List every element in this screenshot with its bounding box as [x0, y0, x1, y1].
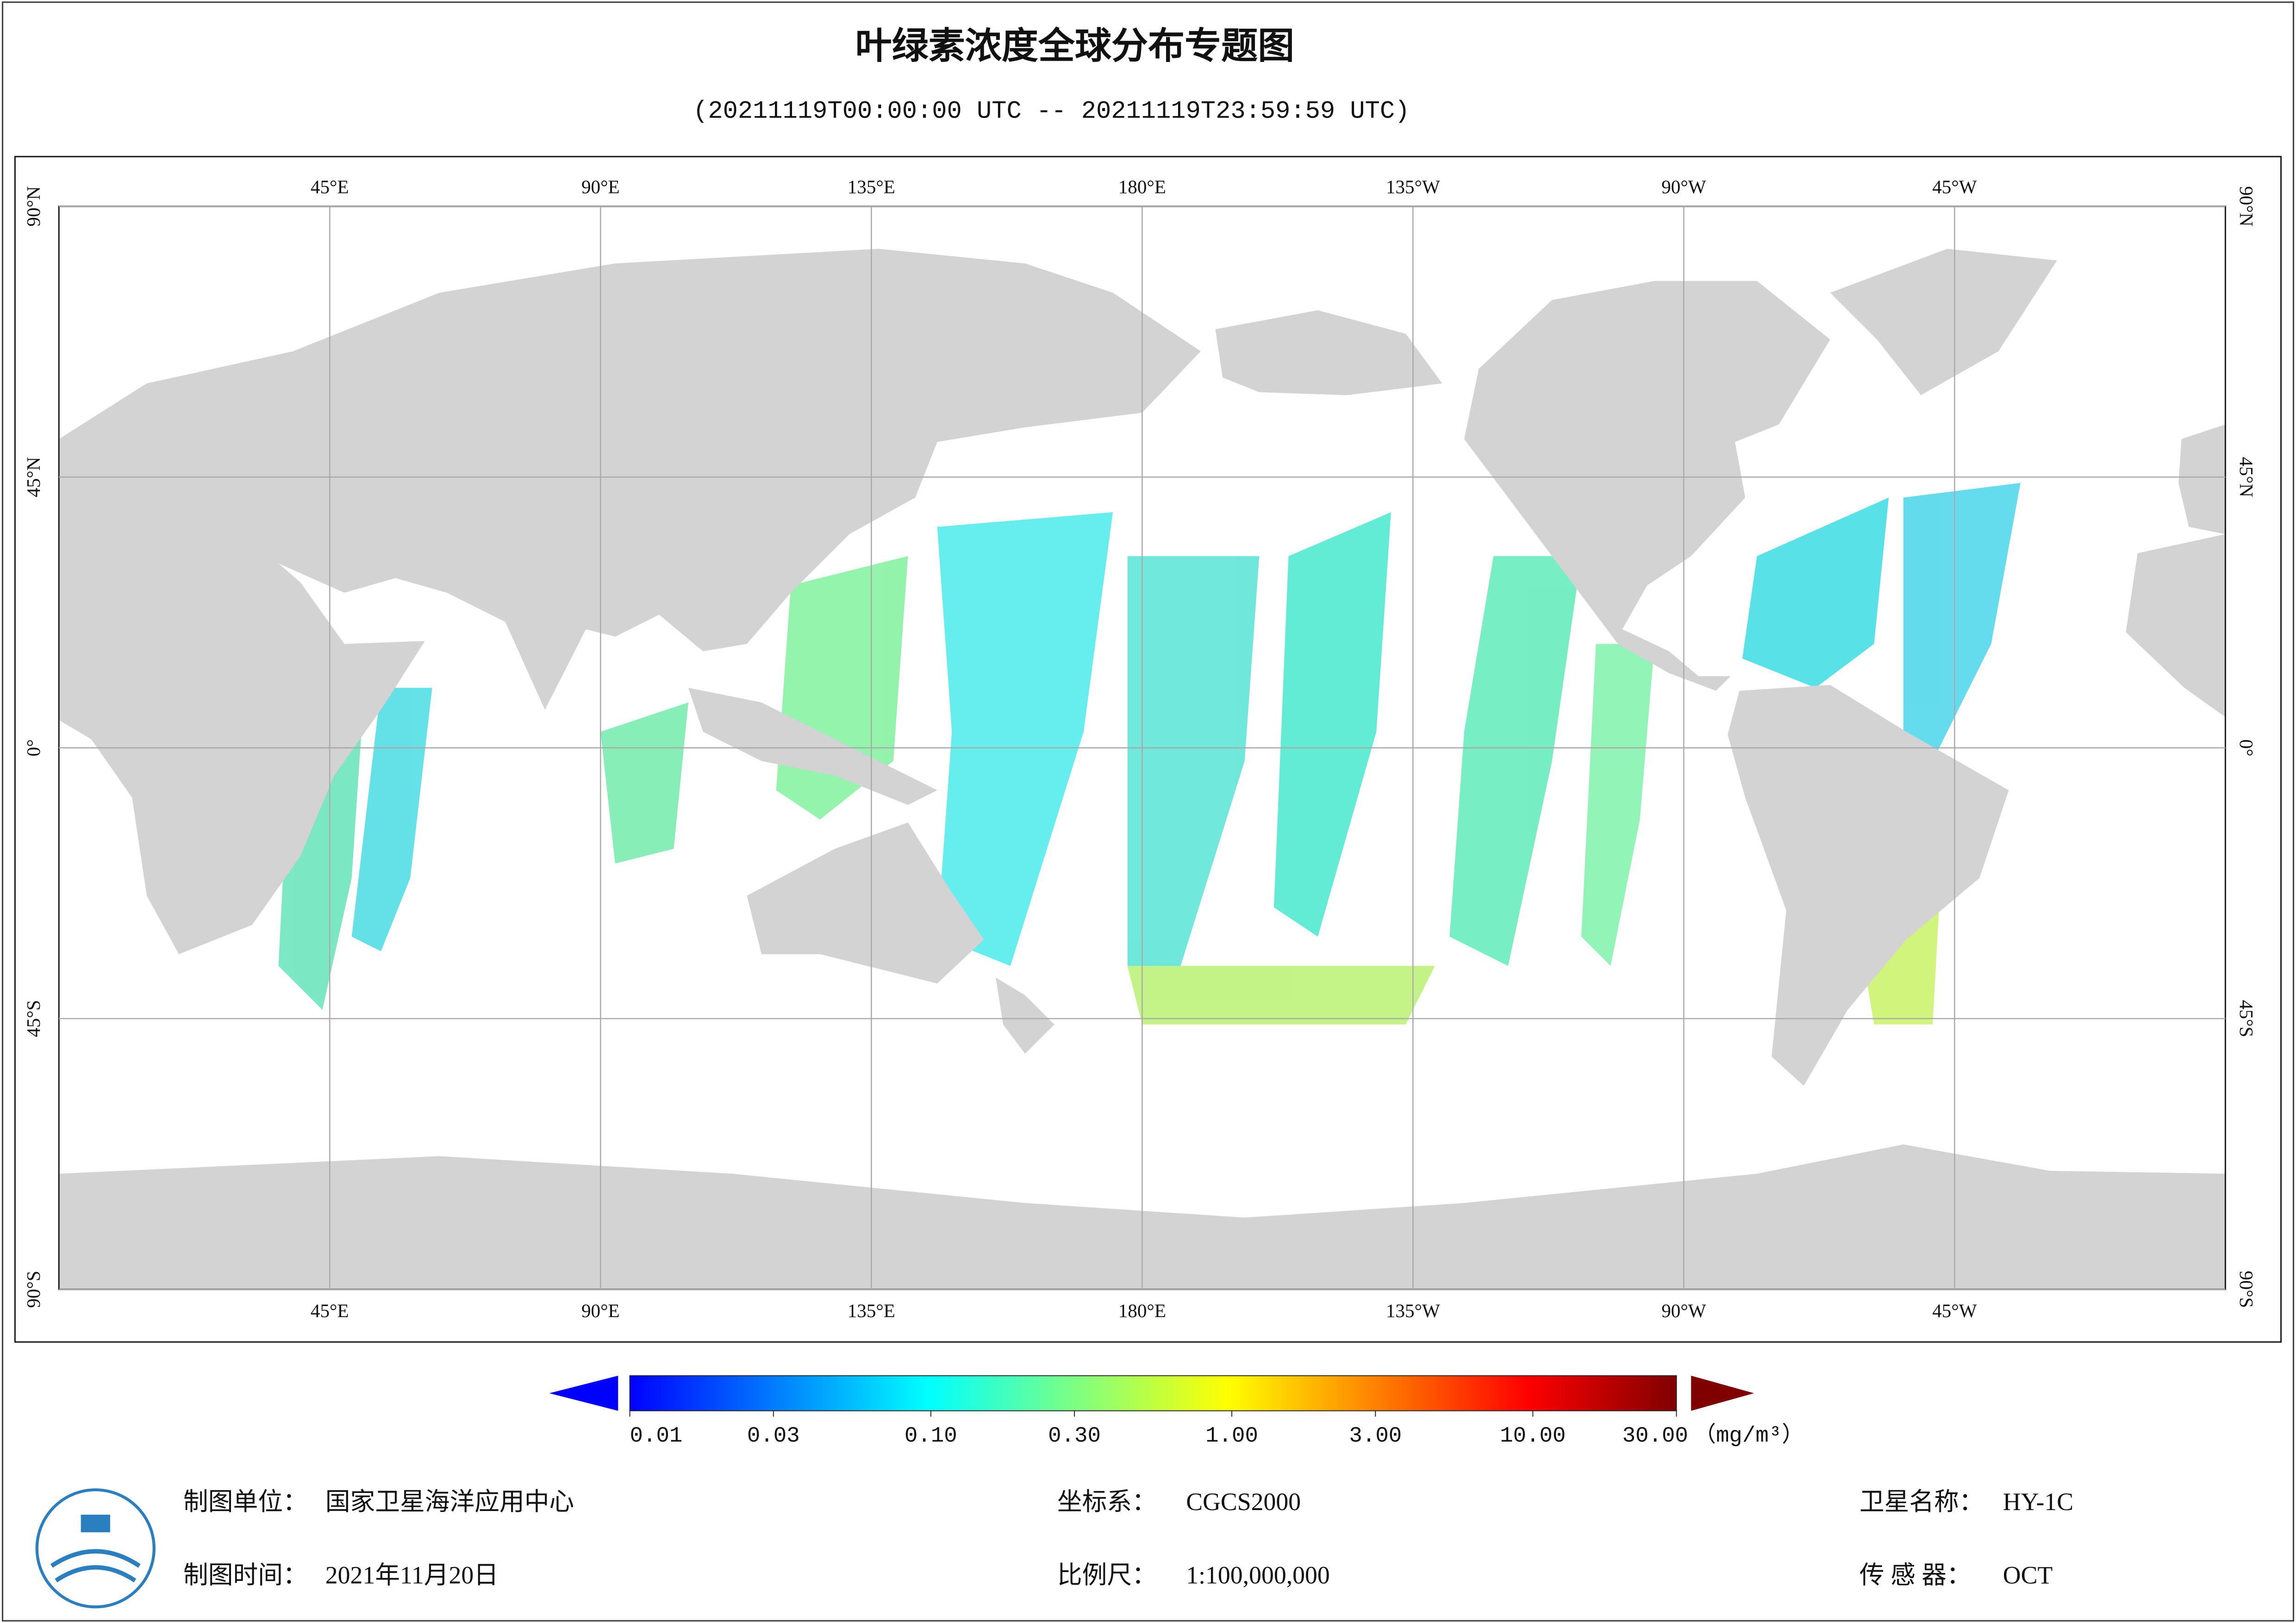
swath: [351, 688, 432, 951]
colorbar-label: 30.00: [1622, 1424, 1688, 1449]
west-africa: [2126, 534, 2226, 717]
south-america: [1728, 684, 2009, 1086]
lat-label-left: 0°: [23, 739, 44, 756]
footer-value: 2021年11月20日: [325, 1561, 499, 1589]
colorbar: [629, 1375, 1677, 1412]
colorbar-label: 0.10: [905, 1424, 957, 1449]
lon-label-bottom: 45°W: [1932, 1300, 1977, 1321]
greenland: [1830, 249, 2057, 395]
lon-label-top: 135°E: [848, 176, 895, 197]
footer-label: 传 感 器：: [1859, 1561, 1972, 1589]
swath: [1127, 556, 1260, 995]
swath: [600, 702, 689, 864]
colorbar-label: 3.00: [1349, 1424, 1402, 1449]
colorbar-label: 10.00: [1500, 1424, 1566, 1449]
lat-label-right: 90°S: [2236, 1271, 2257, 1308]
swath: [1903, 483, 2021, 761]
east-siberia: [1215, 310, 1442, 395]
lat-label-left: 90°S: [23, 1271, 44, 1308]
lat-label-left: 90°N: [23, 186, 44, 226]
north-america: [1464, 281, 1830, 691]
lon-label-top: 90°E: [581, 176, 620, 197]
swath: [1449, 556, 1582, 966]
indonesia: [688, 688, 937, 805]
footer-label: 卫星名称：: [1859, 1488, 1984, 1516]
footer-label: 比例尺：: [1057, 1561, 1157, 1589]
colorbar-under: [549, 1375, 618, 1411]
footer-label: 坐标系：: [1057, 1488, 1157, 1516]
lon-label-top: 45°W: [1932, 176, 1977, 197]
western-europe: [2178, 424, 2226, 535]
lat-label-right: 0°: [2236, 739, 2257, 756]
chlorophyll-swaths: [278, 483, 2021, 1025]
swath: [1127, 966, 1435, 1025]
swath: [1742, 497, 1889, 688]
lon-label-top: 180°E: [1118, 176, 1166, 197]
colorbar-unit: （mg/m³）: [1694, 1423, 1804, 1449]
subtitle: (20211119T00:00:00 UTC -- 20211119T23:59…: [693, 98, 1410, 126]
colorbar-over: [1691, 1375, 1754, 1411]
lon-label-top: 45°E: [311, 176, 349, 197]
footer-value: HY-1C: [2003, 1488, 2073, 1516]
logo: [35, 1488, 156, 1609]
footer-label: 制图单位：: [183, 1488, 308, 1516]
lon-label-bottom: 45°E: [311, 1300, 349, 1321]
footer-value: CGCS2000: [1186, 1488, 1301, 1516]
footer-value: OCT: [2003, 1561, 2053, 1589]
lon-label-bottom: 90°W: [1661, 1300, 1706, 1321]
new-zealand: [996, 977, 1054, 1054]
eurasia: [59, 249, 1201, 710]
lat-label-left: 45°N: [23, 457, 44, 497]
title: 叶绿素浓度全球分布专题图: [855, 25, 1295, 67]
lat-label-left: 45°S: [23, 1000, 44, 1037]
colorbar-label: 1.00: [1205, 1424, 1258, 1449]
lat-label-right: 45°N: [2236, 457, 2257, 497]
swath: [1581, 644, 1655, 966]
swath: [1273, 512, 1391, 937]
australia: [747, 822, 984, 984]
swath: [937, 512, 1113, 966]
lon-label-bottom: 135°W: [1386, 1300, 1440, 1321]
africa: [59, 524, 425, 954]
lon-label-bottom: 90°E: [581, 1300, 620, 1321]
lon-label-bottom: 180°E: [1118, 1300, 1166, 1321]
footer-label: 制图时间：: [183, 1561, 308, 1589]
lon-label-top: 90°W: [1661, 176, 1706, 197]
lon-label-top: 135°W: [1386, 176, 1440, 197]
footer-value: 1:100,000,000: [1186, 1561, 1330, 1589]
colorbar-label: 0.03: [747, 1424, 800, 1449]
colorbar-label: 0.01: [630, 1424, 683, 1449]
lat-label-right: 45°S: [2236, 1000, 2257, 1037]
footer-value: 国家卫星海洋应用中心: [325, 1488, 574, 1516]
lon-label-bottom: 135°E: [848, 1300, 895, 1321]
colorbar-label: 0.30: [1048, 1424, 1101, 1449]
lat-label-right: 90°N: [2236, 186, 2257, 226]
